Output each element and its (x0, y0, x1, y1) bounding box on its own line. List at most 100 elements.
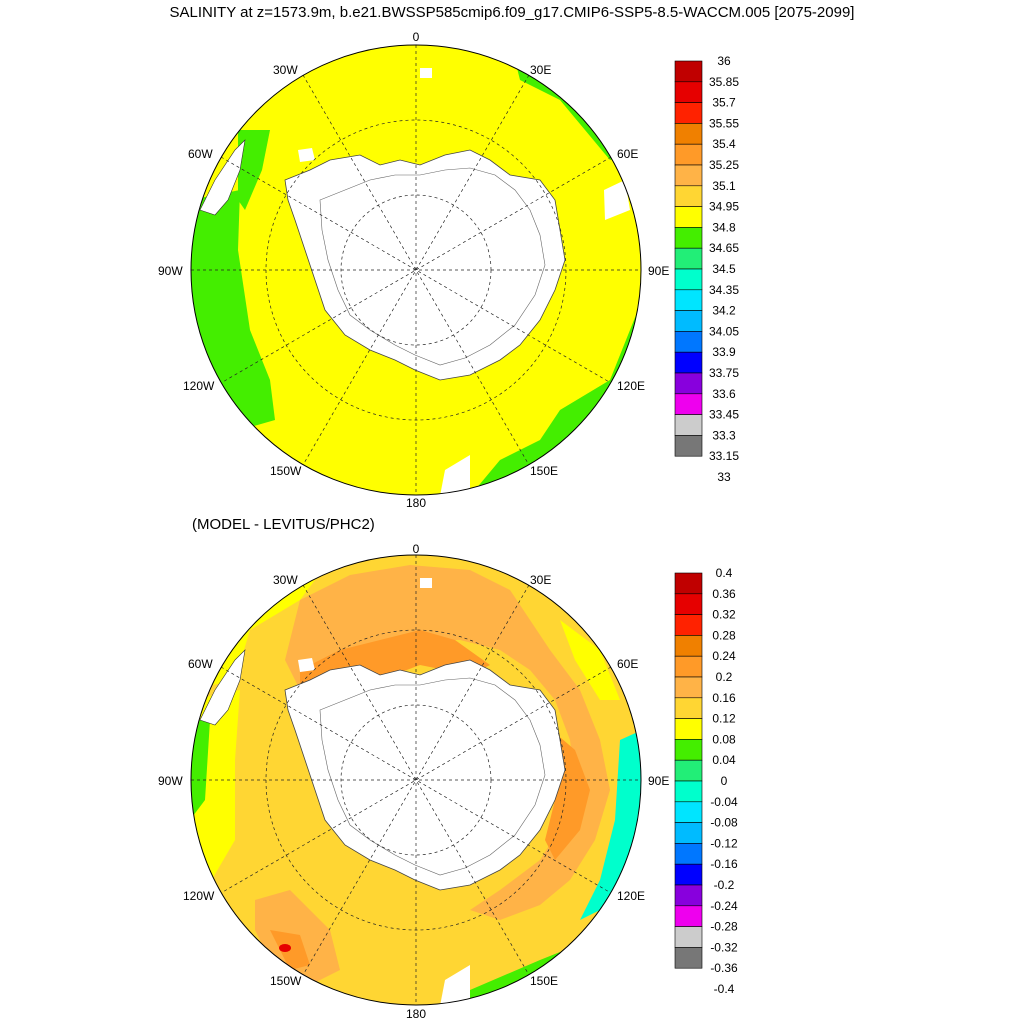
colorbar-tick-label: 0.24 (712, 649, 736, 663)
lon-label: 120W (183, 889, 215, 903)
salinity-difference-map: 0 30E 60E 90E 120E 150E 180 150W 120W 90… (158, 542, 669, 1021)
colorbar-tick-label: 34.95 (709, 200, 739, 214)
colorbar-swatch (674, 227, 703, 249)
colorbar-swatch (674, 593, 703, 615)
colorbar-swatch (674, 739, 703, 761)
colorbar-swatch (674, 268, 703, 291)
difference-subtitle: (MODEL - LEVITUS/PHC2) (192, 516, 375, 533)
colorbar-swatch (674, 822, 703, 844)
colorbar-tick-label: 34.35 (709, 283, 739, 297)
colorbar-tick-label: 0.12 (712, 712, 736, 726)
land-patch (420, 578, 432, 588)
colorbar-tick-label: 34.2 (712, 304, 736, 318)
colorbar-tick-label: 35.1 (712, 179, 736, 193)
colorbar-swatch (674, 435, 703, 457)
lon-label: 60E (617, 657, 638, 671)
colorbar-swatch (674, 185, 703, 207)
colorbar-tick-label: 33.45 (709, 408, 739, 422)
colorbar-tick-label: 0.2 (716, 670, 733, 684)
colorbar-tick-label: 34.65 (709, 241, 739, 255)
colorbar-swatch (674, 655, 703, 678)
lon-label: 180 (406, 496, 426, 510)
colorbar-tick-label: 35.85 (709, 75, 739, 89)
map-border (190, 554, 642, 1006)
antarctica-coastline (319, 677, 546, 876)
colorbar-tick-label: 0.4 (716, 566, 733, 580)
colorbar-swatch (674, 676, 703, 699)
lon-label: 120W (183, 379, 215, 393)
colorbar-swatch (674, 164, 703, 187)
salinity-field-green-drake (238, 130, 270, 210)
colorbar-tick-label: 0 (721, 774, 728, 788)
colorbar-tick-label: -0.2 (714, 878, 735, 892)
lon-label: 120E (617, 889, 645, 903)
difference-field-yellow-east (560, 620, 620, 700)
colorbar-tick-label: 35.4 (712, 137, 736, 151)
colorbar-swatch (674, 331, 703, 353)
colorbar-swatch (674, 863, 703, 886)
colorbar-swatch (674, 81, 703, 103)
colorbar-tick-label: 35.7 (712, 96, 736, 110)
lon-label: 30E (530, 573, 551, 587)
lon-label: 150E (530, 464, 558, 478)
colorbar-swatch (674, 884, 703, 907)
lon-label: 180 (406, 1007, 426, 1021)
salinity-map: 0 30E 60E 90E 120E 150E 180 150W 120W 90… (158, 30, 669, 510)
lon-label: 90W (158, 774, 183, 788)
colorbar-swatch (674, 247, 703, 270)
colorbar-swatch (674, 60, 703, 83)
colorbar-swatch (674, 123, 703, 145)
colorbar-swatch (674, 635, 703, 657)
colorbar-tick-label: -0.16 (710, 857, 738, 871)
colorbar-tick-label: -0.32 (710, 940, 738, 954)
difference-field-red-spot (279, 944, 291, 952)
lon-label: 60W (188, 657, 213, 671)
colorbar-swatch (674, 572, 703, 595)
lon-label: 0 (413, 542, 420, 556)
colorbar-tick-label: 0.04 (712, 753, 736, 767)
land-patch (420, 68, 432, 78)
graticule (191, 45, 641, 495)
longitude-labels: 0 30E 60E 90E 120E 150E 180 150W 120W 90… (158, 542, 669, 1021)
colorbar-tick-label: 0.32 (712, 608, 736, 622)
land-patch (298, 658, 315, 672)
colorbar-tick-label: 35.25 (709, 158, 739, 172)
colorbar-swatch (674, 351, 703, 374)
lon-label: 30W (273, 63, 298, 77)
colorbar-tick-label: -0.08 (710, 816, 738, 830)
colorbar-tick-label: 33.15 (709, 449, 739, 463)
lon-label: 0 (413, 30, 420, 44)
lon-label: 150W (270, 464, 302, 478)
colorbar-swatch (674, 414, 703, 436)
colorbar-tick-label: -0.28 (710, 920, 738, 934)
land-patch (440, 455, 470, 495)
difference-field-dark-orange-east (540, 720, 590, 860)
difference-field-green-west (191, 720, 210, 820)
antarctica-coastline (319, 167, 546, 366)
colorbar-tick-label: 33.3 (712, 428, 736, 442)
colorbar-tick-label: 0.08 (712, 732, 736, 746)
colorbar-tick-label: -0.24 (710, 899, 738, 913)
land-patch (440, 965, 470, 1005)
south-america-land (199, 139, 246, 216)
lon-label: 90E (648, 774, 669, 788)
colorbar-tick-label: -0.4 (714, 982, 735, 996)
colorbar-swatch (674, 372, 703, 395)
colorbar-swatch (674, 393, 703, 415)
colorbar-tick-label: 33.9 (712, 345, 736, 359)
lon-label: 120E (617, 379, 645, 393)
colorbar-tick-label: 33.75 (709, 366, 739, 380)
colorbar-tick-label: -0.04 (710, 795, 738, 809)
antarctica-land (284, 149, 566, 381)
colorbar-swatch (674, 697, 703, 719)
colorbar-tick-label: -0.36 (710, 961, 738, 975)
colorbar-swatch (674, 143, 703, 166)
antarctica-land (284, 659, 566, 891)
colorbar-swatch (674, 843, 703, 865)
land-patch (604, 180, 630, 220)
colorbar-swatch (674, 206, 703, 228)
graticule (191, 555, 641, 1005)
colorbar-tick-label: 0.28 (712, 628, 736, 642)
colorbar-swatch (674, 947, 703, 969)
colorbar-swatch (674, 310, 703, 332)
